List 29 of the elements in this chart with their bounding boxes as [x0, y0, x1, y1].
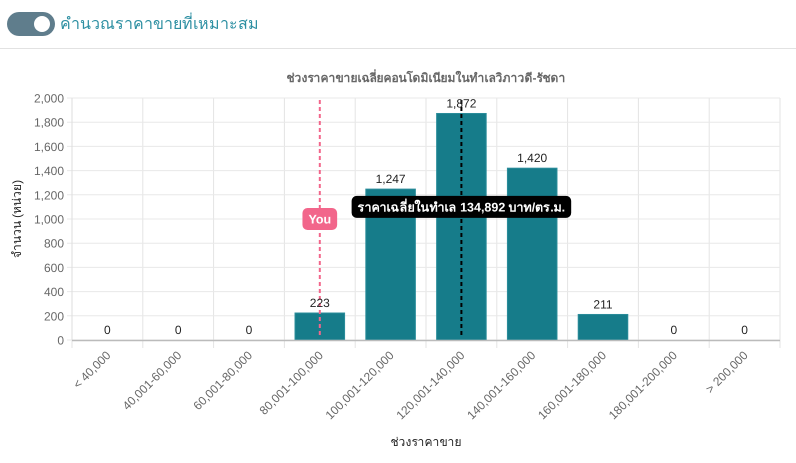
- data-label: 0: [246, 323, 253, 337]
- chart-title: ช่วงราคาขายเฉลี่ยคอนโดมิเนียมในทำเลวิภาวดี-รัชดา: [286, 69, 566, 85]
- y-axis-title: จำนวน (หน่วย): [10, 180, 24, 258]
- y-tick-label: 400: [44, 285, 64, 300]
- y-tick-label: 1,600: [34, 140, 64, 154]
- bar: [294, 312, 346, 340]
- bar: [578, 314, 628, 340]
- y-tick-label: 200: [44, 309, 64, 324]
- y-tick-label: 0: [57, 334, 64, 348]
- y-tick-label: 600: [44, 260, 64, 275]
- data-label: 223: [310, 296, 330, 310]
- ref-line-label: You: [308, 212, 332, 226]
- data-label: 1,872: [446, 96, 477, 110]
- y-tick-label: 1,800: [34, 116, 64, 130]
- y-tick-label: 1,200: [34, 188, 64, 202]
- data-label: 0: [741, 323, 748, 337]
- data-label: 1,420: [517, 151, 548, 166]
- text: คำนวณราคาขายที่เหมาะสม: [60, 12, 259, 33]
- data-label: 211: [593, 297, 613, 312]
- data-label: 1,247: [376, 172, 406, 186]
- x-axis-title: ช่วงราคาขาย: [390, 435, 462, 449]
- y-tick-label: 2,000: [34, 92, 64, 106]
- data-label: 0: [104, 323, 112, 337]
- y-tick-label: 1,000: [34, 212, 64, 226]
- ref-line-label: ราคาเฉลี่ยในทำเล 134,892 บาท/ตร.ม.: [358, 198, 566, 214]
- data-label: 0: [174, 323, 182, 337]
- y-tick-label: 800: [44, 236, 64, 251]
- y-tick-label: 1,400: [34, 164, 64, 178]
- data-label: 0: [670, 323, 678, 337]
